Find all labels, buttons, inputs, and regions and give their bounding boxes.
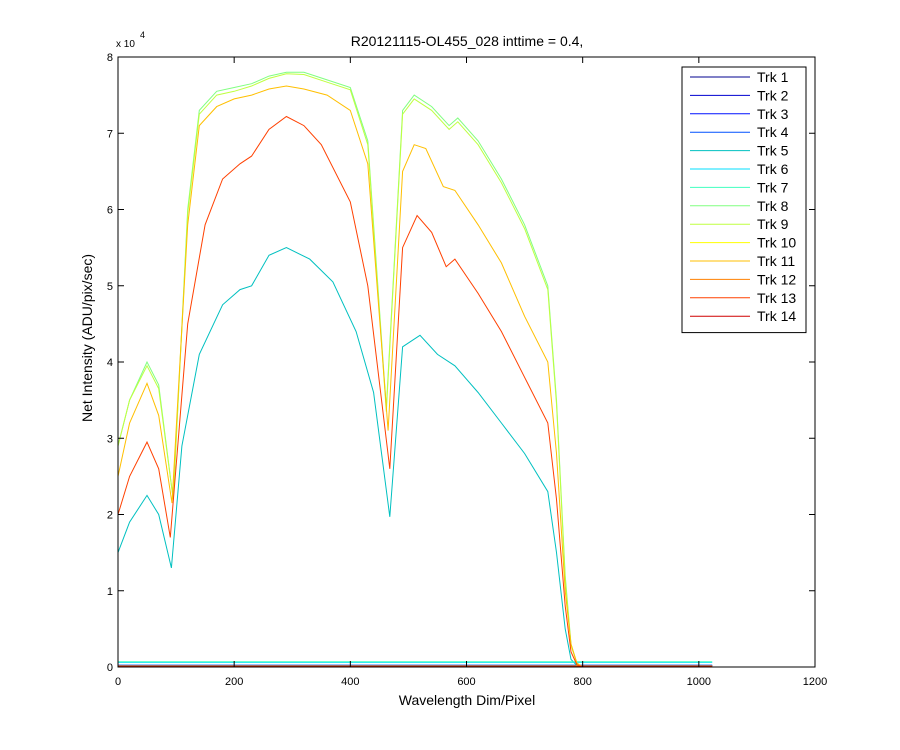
legend-label: Trk 7 <box>757 179 789 195</box>
y-tick-label: 2 <box>107 510 113 522</box>
legend: Trk 1 Trk 2 Trk 3 Trk 4 Trk 5 Trk 6 Trk 7 Trk 8… <box>681 66 807 334</box>
x-tick-label: 1200 <box>803 676 827 688</box>
series-line-trk-11 <box>117 85 583 668</box>
legend-label: Trk 1 <box>757 69 789 85</box>
legend-label: Trk 11 <box>757 253 795 269</box>
legend-box <box>681 66 807 334</box>
legend-label: Trk 4 <box>757 124 789 140</box>
legend-label: Trk 5 <box>757 143 789 159</box>
legend-label: Trk 10 <box>757 235 796 251</box>
x-tick-label: 800 <box>573 676 591 688</box>
y-tick-label: 1 <box>107 586 113 598</box>
x-tick-label: 200 <box>225 676 243 688</box>
series-line-trk-5 <box>117 247 583 668</box>
y-tick-label: 5 <box>107 281 113 293</box>
x-tick-label: 400 <box>341 676 359 688</box>
x-axis-label: Wavelength Dim/Pixel <box>399 692 535 708</box>
y-tick-label: 6 <box>107 205 113 217</box>
legend-label: Trk 2 <box>757 87 789 103</box>
legend-label: Trk 13 <box>757 290 796 306</box>
y-tick-label: 0 <box>107 662 113 674</box>
y-axis-label: Net Intensity (ADU/pix/sec) <box>79 254 95 422</box>
x-tick-label: 0 <box>115 676 121 688</box>
x-tick-label: 600 <box>457 676 475 688</box>
legend-label: Trk 8 <box>757 198 789 214</box>
series-line-trk-13 <box>117 115 583 668</box>
series-line-trk-9 <box>117 73 583 668</box>
chart-title: R20121115-OL455_028 inttime = 0.4, <box>351 33 584 49</box>
y-tick-label: 3 <box>107 433 113 445</box>
legend-label: Trk 6 <box>757 161 789 177</box>
x-tick-label: 1000 <box>687 676 711 688</box>
y-exponent-label: x 10 <box>116 39 135 50</box>
plot-area: 0 200 400 600 800 1000 1200 0 1 2 3 4 5 6 7 8 <box>107 52 827 688</box>
legend-label: Trk 3 <box>757 106 789 122</box>
y-tick-label: 7 <box>107 128 113 140</box>
y-tick-label: 8 <box>107 52 113 64</box>
legend-label: Trk 9 <box>757 216 789 232</box>
legend-label: Trk 14 <box>757 308 796 324</box>
y-exponent-power: 4 <box>140 30 145 40</box>
legend-label: Trk 12 <box>757 271 796 287</box>
y-tick-label: 4 <box>107 357 113 369</box>
